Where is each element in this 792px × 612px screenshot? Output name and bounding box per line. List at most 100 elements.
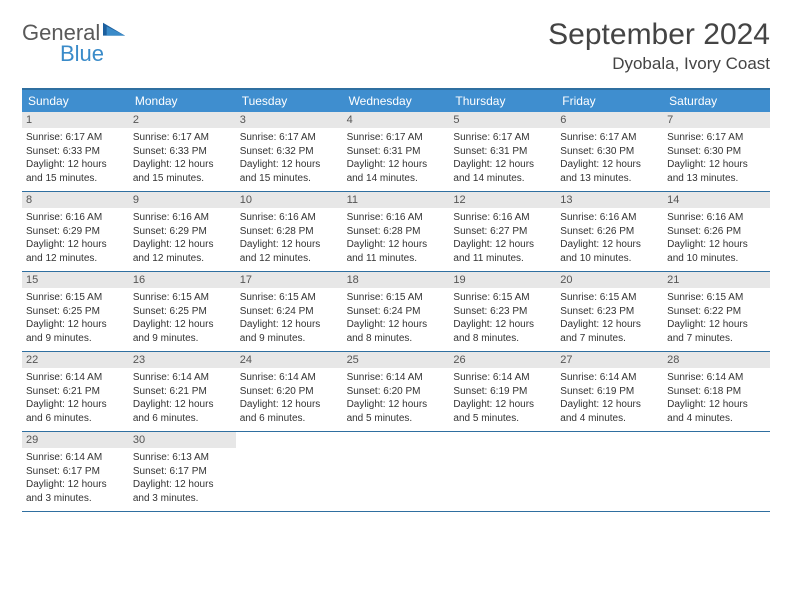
day-number: 25 [343, 352, 450, 368]
weekday-header: Friday [556, 90, 663, 112]
day-info-line: Sunrise: 6:17 AM [453, 131, 552, 145]
day-info-line: Sunset: 6:29 PM [133, 225, 232, 239]
day-cell [556, 432, 663, 511]
day-info-line: Sunset: 6:28 PM [240, 225, 339, 239]
day-cell: 16Sunrise: 6:15 AMSunset: 6:25 PMDayligh… [129, 272, 236, 351]
day-info-line: Daylight: 12 hours [560, 158, 659, 172]
day-info-line: Sunrise: 6:16 AM [560, 211, 659, 225]
day-cell: 8Sunrise: 6:16 AMSunset: 6:29 PMDaylight… [22, 192, 129, 271]
day-info: Sunrise: 6:17 AMSunset: 6:33 PMDaylight:… [26, 131, 125, 185]
day-info-line: Daylight: 12 hours [667, 398, 766, 412]
day-info: Sunrise: 6:15 AMSunset: 6:25 PMDaylight:… [26, 291, 125, 345]
day-cell [663, 432, 770, 511]
day-info-line: and 3 minutes. [26, 492, 125, 506]
day-info-line: Daylight: 12 hours [240, 318, 339, 332]
day-cell: 27 Sunrise: 6:14 AMSunset: 6:19 PMDayligh… [556, 352, 663, 431]
day-number: 22 [22, 352, 129, 368]
day-info-line: and 3 minutes. [133, 492, 232, 506]
day-info-line: Daylight: 12 hours [453, 398, 552, 412]
week-row: 29Sunrise: 6:14 AMSunset: 6:17 PMDayligh… [22, 432, 770, 512]
weekday-header: Sunday [22, 90, 129, 112]
day-info-line: Daylight: 12 hours [26, 478, 125, 492]
day-info-line: and 12 minutes. [240, 252, 339, 266]
day-info-line: Sunset: 6:19 PM [560, 385, 659, 399]
day-number: 11 [343, 192, 450, 208]
day-info-line: Daylight: 12 hours [560, 238, 659, 252]
day-cell [343, 432, 450, 511]
day-info-line: Sunrise: 6:15 AM [347, 291, 446, 305]
day-info-line: Sunrise: 6:15 AM [26, 291, 125, 305]
weekday-header: Thursday [449, 90, 556, 112]
day-info: Sunrise: 6:15 AMSunset: 6:23 PMDaylight:… [560, 291, 659, 345]
day-info: Sunrise: 6:13 AMSunset: 6:17 PMDaylight:… [133, 451, 232, 505]
day-info-line: Daylight: 12 hours [26, 158, 125, 172]
day-info-line: Sunset: 6:30 PM [667, 145, 766, 159]
day-info-line: Daylight: 12 hours [347, 238, 446, 252]
day-info-line: Sunrise: 6:14 AM [453, 371, 552, 385]
day-info-line: Sunrise: 6:15 AM [453, 291, 552, 305]
day-info-line: Sunset: 6:32 PM [240, 145, 339, 159]
day-info-line: and 5 minutes. [347, 412, 446, 426]
day-info-line: Sunset: 6:22 PM [667, 305, 766, 319]
day-info-line: Sunrise: 6:16 AM [26, 211, 125, 225]
day-number: 27 [556, 352, 663, 368]
weeks-container: 1Sunrise: 6:17 AMSunset: 6:33 PMDaylight… [22, 112, 770, 512]
day-info-line: Sunset: 6:17 PM [133, 465, 232, 479]
day-info-line: Sunrise: 6:14 AM [347, 371, 446, 385]
day-cell: 22Sunrise: 6:14 AMSunset: 6:21 PMDayligh… [22, 352, 129, 431]
day-cell: 11Sunrise: 6:16 AMSunset: 6:28 PMDayligh… [343, 192, 450, 271]
logo-blue: Blue [60, 43, 125, 65]
day-info-line: Sunrise: 6:16 AM [240, 211, 339, 225]
day-info-line: Sunrise: 6:17 AM [560, 131, 659, 145]
day-info-line: and 12 minutes. [26, 252, 125, 266]
day-info: Sunrise: 6:14 AMSunset: 6:18 PMDaylight:… [667, 371, 766, 425]
weekday-header: Monday [129, 90, 236, 112]
day-info: Sunrise: 6:17 AMSunset: 6:31 PMDaylight:… [347, 131, 446, 185]
day-info-line: and 7 minutes. [667, 332, 766, 346]
day-info-line: Daylight: 12 hours [453, 318, 552, 332]
day-info: Sunrise: 6:14 AMSunset: 6:19 PMDaylight:… [453, 371, 552, 425]
day-info-line: Daylight: 12 hours [26, 238, 125, 252]
weekday-header-row: SundayMondayTuesdayWednesdayThursdayFrid… [22, 90, 770, 112]
day-cell: 10Sunrise: 6:16 AMSunset: 6:28 PMDayligh… [236, 192, 343, 271]
day-info-line: Sunset: 6:23 PM [453, 305, 552, 319]
day-info-line: Sunset: 6:31 PM [453, 145, 552, 159]
day-info-line: Sunrise: 6:14 AM [240, 371, 339, 385]
calendar: SundayMondayTuesdayWednesdayThursdayFrid… [22, 88, 770, 512]
day-number: 20 [556, 272, 663, 288]
day-cell: 4Sunrise: 6:17 AMSunset: 6:31 PMDaylight… [343, 112, 450, 191]
day-cell: 25 Sunrise: 6:14 AMSunset: 6:20 PMDayligh… [343, 352, 450, 431]
day-info-line: Daylight: 12 hours [667, 158, 766, 172]
day-info-line: Daylight: 12 hours [560, 398, 659, 412]
page-title: September 2024 [548, 18, 770, 52]
day-info-line: Sunrise: 6:17 AM [26, 131, 125, 145]
day-info-line: and 6 minutes. [133, 412, 232, 426]
week-row: 15Sunrise: 6:15 AMSunset: 6:25 PMDayligh… [22, 272, 770, 352]
day-cell: 26Sunrise: 6:14 AMSunset: 6:19 PMDayligh… [449, 352, 556, 431]
day-info-line: and 4 minutes. [560, 412, 659, 426]
day-info-line: Daylight: 12 hours [347, 398, 446, 412]
day-info-line: and 10 minutes. [560, 252, 659, 266]
day-info-line: and 13 minutes. [667, 172, 766, 186]
day-cell: 18Sunrise: 6:15 AMSunset: 6:24 PMDayligh… [343, 272, 450, 351]
day-cell: 29Sunrise: 6:14 AMSunset: 6:17 PMDayligh… [22, 432, 129, 511]
day-number: 30 [129, 432, 236, 448]
day-cell: 21Sunrise: 6:15 AMSunset: 6:22 PMDayligh… [663, 272, 770, 351]
day-cell: 14Sunrise: 6:16 AMSunset: 6:26 PMDayligh… [663, 192, 770, 271]
day-info-line: Sunset: 6:20 PM [347, 385, 446, 399]
day-info-line: and 15 minutes. [133, 172, 232, 186]
day-info-line: and 6 minutes. [26, 412, 125, 426]
day-number: 23 [129, 352, 236, 368]
day-info-line: Sunrise: 6:17 AM [133, 131, 232, 145]
day-number: 28 [663, 352, 770, 368]
day-info: Sunrise: 6:14 AMSunset: 6:19 PMDaylight:… [560, 371, 659, 425]
day-number: 17 [236, 272, 343, 288]
day-info-line: Daylight: 12 hours [347, 318, 446, 332]
day-info-line: Sunset: 6:18 PM [667, 385, 766, 399]
day-info-line: Sunrise: 6:16 AM [453, 211, 552, 225]
day-info-line: Daylight: 12 hours [667, 318, 766, 332]
week-row: 8Sunrise: 6:16 AMSunset: 6:29 PMDaylight… [22, 192, 770, 272]
day-info-line: and 13 minutes. [560, 172, 659, 186]
day-info-line: Sunrise: 6:15 AM [667, 291, 766, 305]
day-cell [236, 432, 343, 511]
